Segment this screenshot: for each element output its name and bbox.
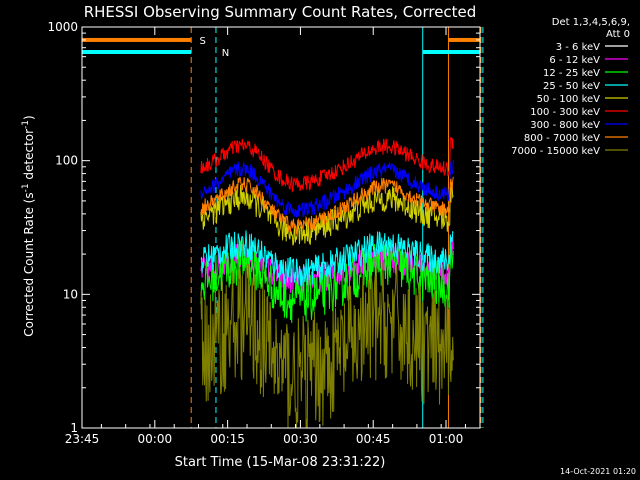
x-tick-label-0: 23:45 bbox=[65, 432, 100, 446]
plot-frame bbox=[81, 26, 481, 429]
flag-label-S: S bbox=[199, 36, 205, 47]
flag-label-N: N bbox=[222, 48, 229, 59]
axes: 23:45 00:00 00:15 00:30 00:45 01:00 1 10 100 1000 bbox=[47, 20, 481, 446]
legend-label-2: 12 - 25 keV bbox=[543, 68, 600, 79]
y-tick-label-2: 100 bbox=[55, 154, 78, 168]
y-tick-label-1: 10 bbox=[63, 287, 78, 301]
chart-title: RHESSI Observing Summary Count Rates, Co… bbox=[84, 3, 477, 21]
legend-label-3: 25 - 50 keV bbox=[543, 81, 600, 92]
y-tick-label-0: 1 bbox=[70, 421, 78, 435]
legend-header-1: Att 0 bbox=[606, 29, 630, 40]
x-tick-label-2: 00:15 bbox=[210, 432, 245, 446]
date-stamp: 14-Oct-2021 01:20 bbox=[560, 467, 636, 476]
y-axis-label: Corrected Count Rate (s-1 detector-1) bbox=[21, 115, 36, 336]
series-line-4 bbox=[200, 182, 454, 246]
plot-area: SN bbox=[82, 27, 484, 429]
flag-bar-S-pre bbox=[82, 37, 192, 42]
legend-label-8: 7000 - 15000 keV bbox=[511, 146, 600, 157]
x-tick-label-3: 00:30 bbox=[283, 432, 318, 446]
legend: Det 1,3,4,5,6,9,Att 0 3 - 6 keV 6 - 12 keV… bbox=[511, 17, 630, 157]
legend-label-7: 800 - 7000 keV bbox=[524, 133, 600, 144]
series-line-6 bbox=[200, 159, 454, 218]
flag-bar-N-pre bbox=[82, 50, 192, 55]
legend-label-6: 300 - 800 keV bbox=[530, 120, 600, 131]
legend-label-1: 6 - 12 keV bbox=[549, 55, 600, 66]
legend-label-5: 100 - 300 keV bbox=[530, 107, 600, 118]
x-tick-label-1: 00:00 bbox=[138, 432, 173, 446]
legend-header-0: Det 1,3,4,5,6,9, bbox=[552, 17, 630, 28]
series-line-8 bbox=[200, 262, 454, 429]
y-tick-label-3: 1000 bbox=[47, 20, 78, 34]
x-tick-label-4: 00:45 bbox=[356, 432, 391, 446]
legend-label-0: 3 - 6 keV bbox=[556, 42, 600, 53]
legend-label-4: 50 - 100 keV bbox=[537, 94, 601, 105]
x-axis-label: Start Time (15-Mar-08 23:31:22) bbox=[175, 455, 386, 470]
flag-bar-N-post bbox=[422, 50, 480, 55]
flag-bar-S-post bbox=[448, 37, 480, 42]
series-line-7 bbox=[200, 176, 454, 236]
series-line-5 bbox=[200, 136, 454, 193]
series-line-3 bbox=[200, 230, 454, 287]
x-tick-label-5: 01:00 bbox=[429, 432, 464, 446]
